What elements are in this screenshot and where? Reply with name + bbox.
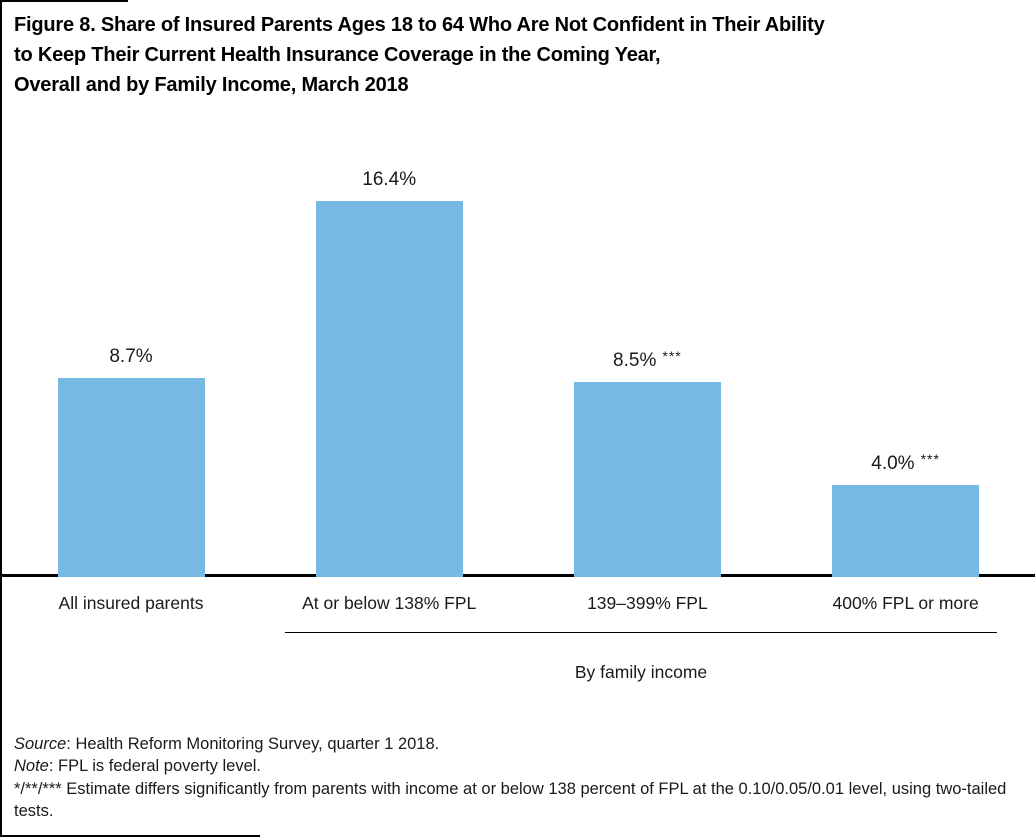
note-text: : FPL is federal poverty level. (48, 757, 262, 776)
category-label-at-or-below-138-fpl: At or below 138% FPL (302, 593, 477, 613)
source-text: : Health Reform Monitoring Survey, quart… (66, 735, 440, 753)
bar-value-label-all-insured-parents: 8.7% (109, 346, 153, 367)
figure-notes: Source: Health Reform Monitoring Survey,… (14, 733, 1022, 823)
income-group-label: By family income (574, 662, 708, 682)
category-label-all-insured-parents: All insured parents (58, 593, 204, 613)
significance-asterisks: *** (920, 451, 940, 467)
category-label-139-399-fpl: 139–399% FPL (587, 593, 708, 613)
figure-title-line-1: Figure 8. Share of Insured Parents Ages … (14, 14, 825, 36)
bar-all-insured-parents (57, 378, 205, 577)
bar-value-label-at-or-below-138-fpl: 16.4% (362, 169, 417, 190)
bar-at-or-below-138-fpl (315, 201, 463, 577)
figure-title: Figure 8. Share of Insured Parents Ages … (14, 10, 1024, 100)
figure-border-top (0, 0, 128, 2)
bar-value-label-400-fpl-or-more: 4.0% *** (871, 451, 940, 474)
income-group-underline (285, 632, 997, 633)
figure-title-line-2: to Keep Their Current Health Insurance C… (14, 44, 661, 66)
bar-value-label-139-399-fpl: 8.5% *** (613, 348, 682, 371)
source-note: Source: Health Reform Monitoring Survey,… (14, 733, 1022, 755)
category-label-400-fpl-or-more: 400% FPL or more (832, 593, 979, 613)
figure-title-line-3: Overall and by Family Income, March 2018 (14, 74, 409, 96)
significance-asterisks: *** (662, 348, 682, 364)
source-label: Source (14, 735, 67, 753)
bar-400-fpl-or-more (832, 485, 980, 577)
bar-139-399-fpl (573, 382, 721, 577)
x-axis-line (0, 574, 1035, 577)
figure-border-left (0, 0, 2, 837)
figure-border-bottom (0, 835, 260, 837)
note-label: Note (14, 757, 49, 776)
significance-note: */**/*** Estimate differs significantly … (14, 779, 1007, 821)
fpl-note: Note: FPL is federal poverty level. (14, 755, 1022, 777)
